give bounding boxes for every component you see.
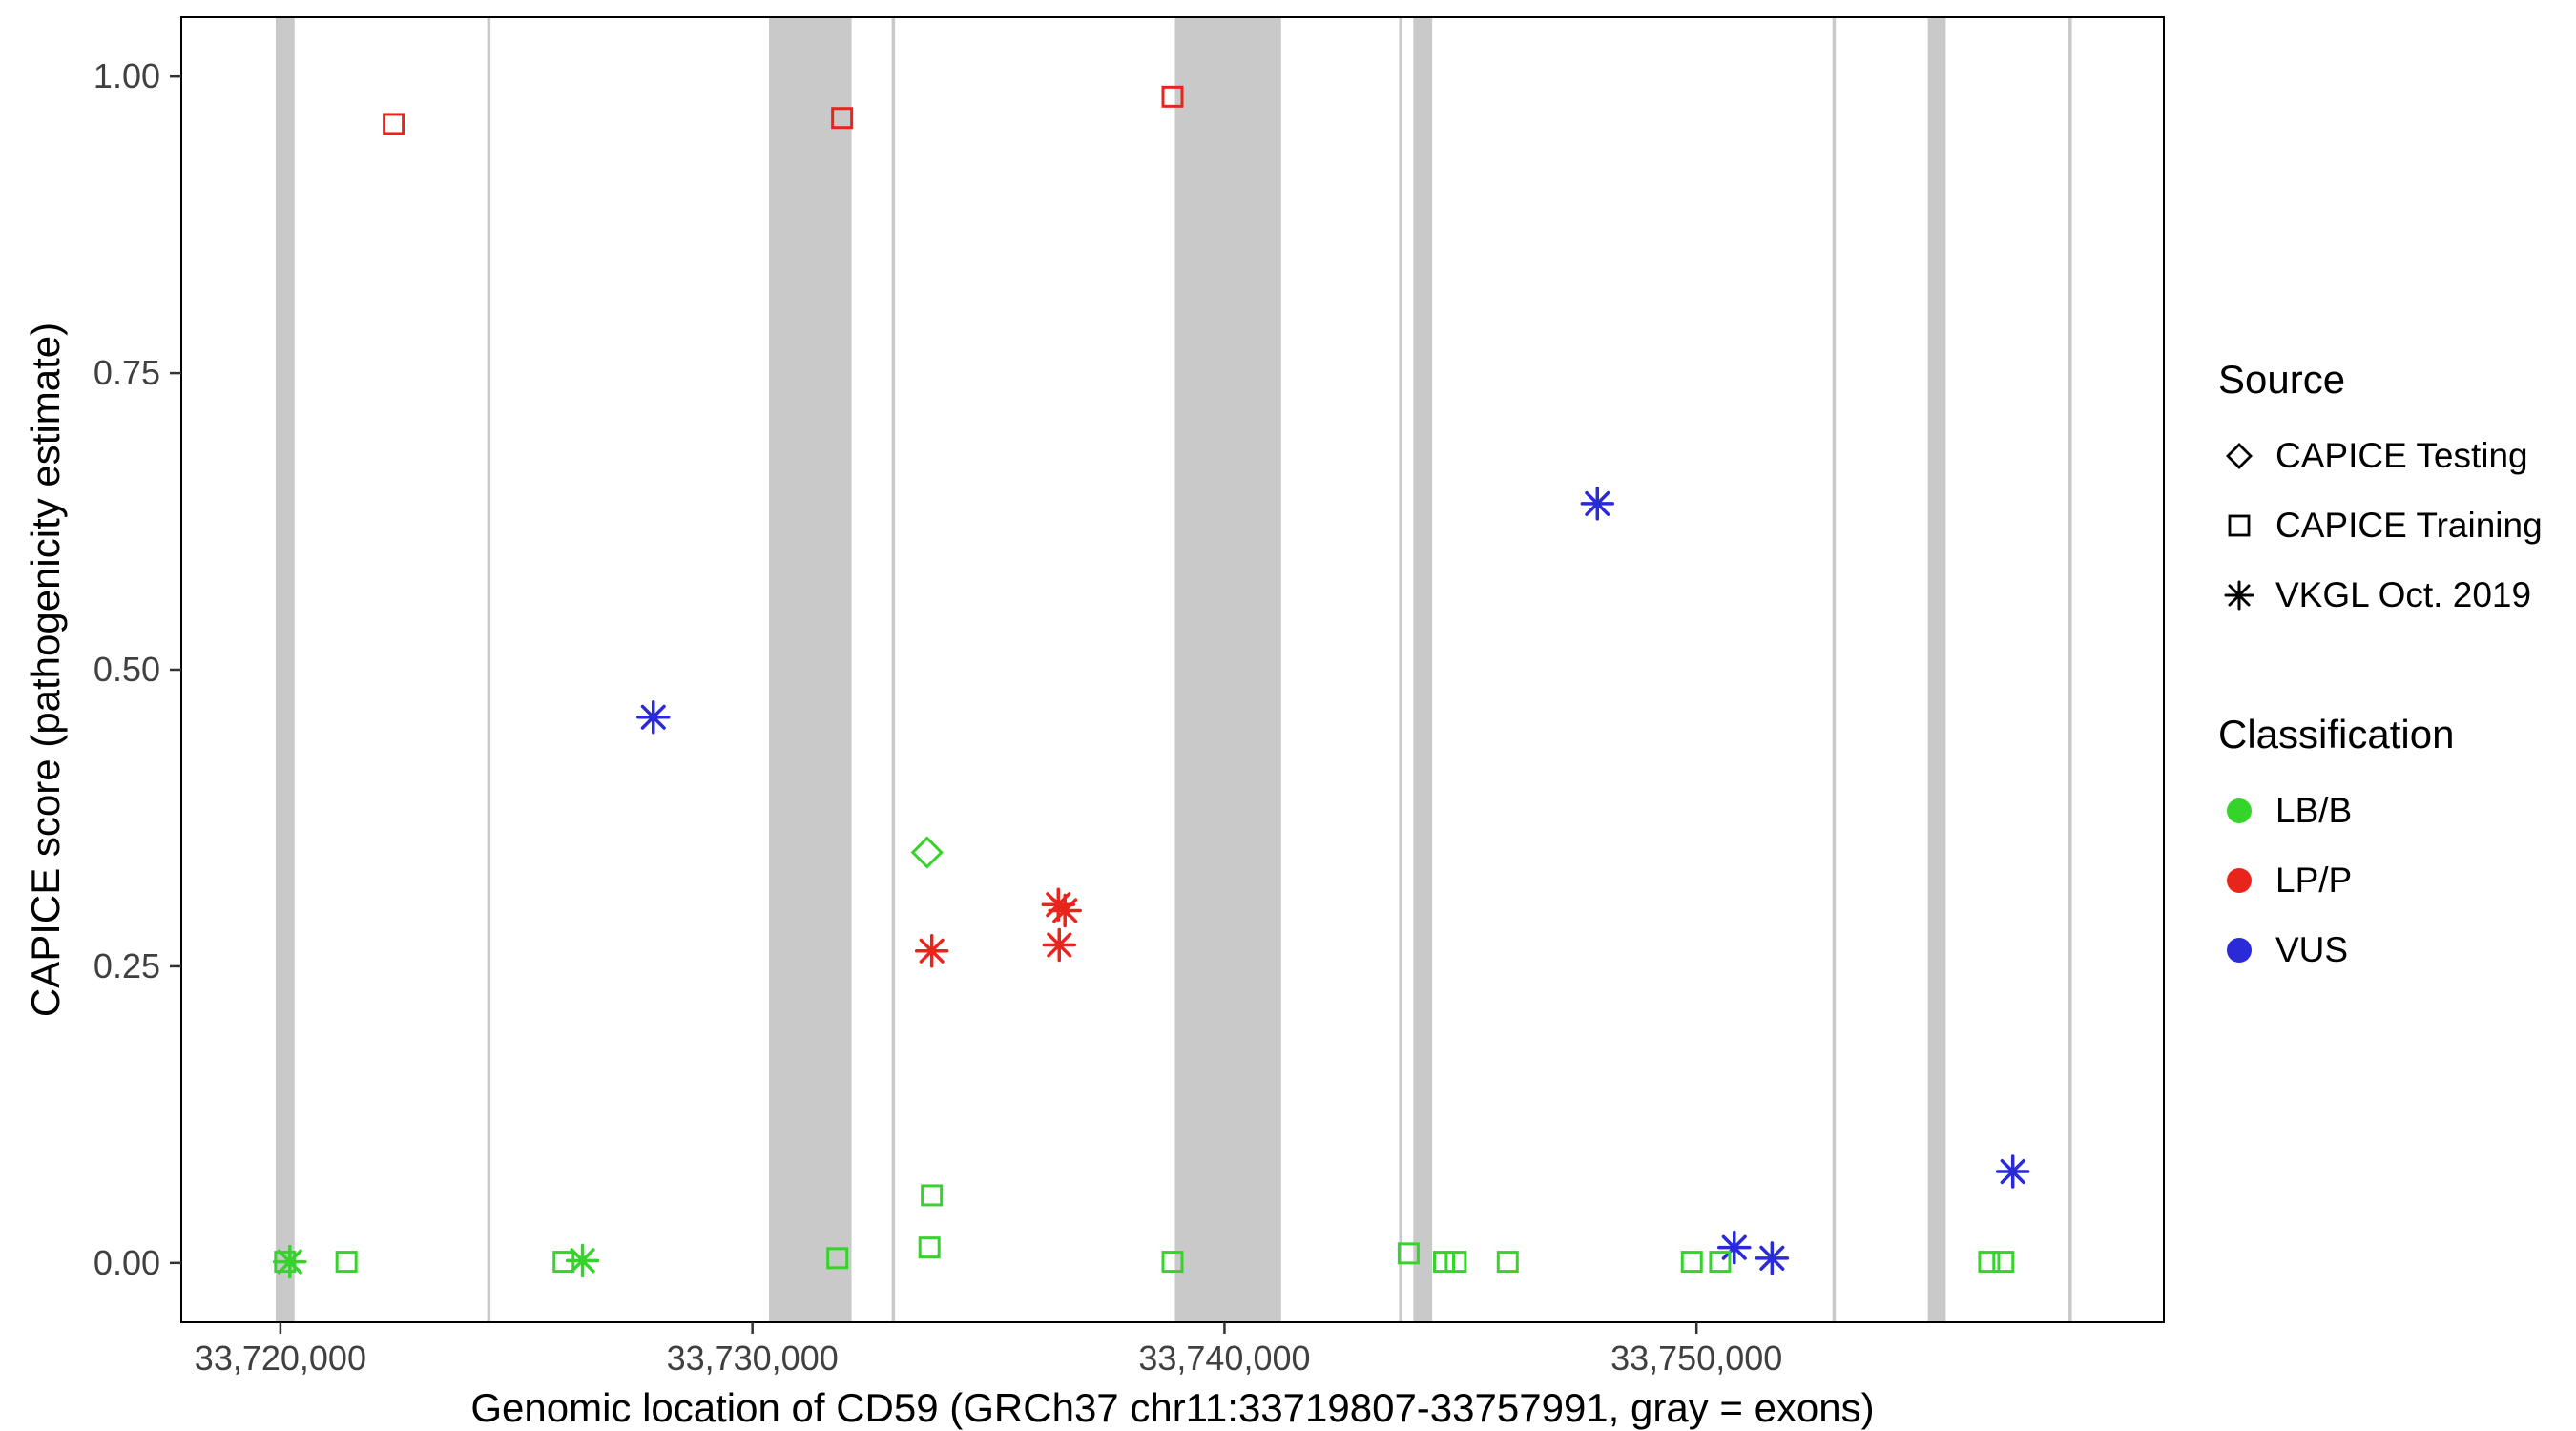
blue-dot-icon	[2227, 938, 2252, 963]
legend: Source CAPICE Testing CAPICE Training	[2218, 355, 2543, 989]
data-point	[1048, 893, 1082, 928]
data-point	[1161, 1251, 1184, 1274]
legend-item-lbb: LB/B	[2218, 780, 2543, 841]
legend-label-lpp: LP/P	[2275, 861, 2353, 900]
data-point	[1717, 1230, 1752, 1265]
data-point	[383, 113, 405, 135]
diamond-icon	[2226, 443, 2253, 469]
data-point	[274, 1251, 297, 1274]
data-point	[910, 836, 944, 869]
legend-label-capice-testing: CAPICE Testing	[2275, 436, 2528, 475]
red-dot-icon	[2227, 868, 2252, 893]
exon-band	[1927, 17, 1946, 1322]
legend-classification-items: LB/B LP/P VUS	[2218, 780, 2543, 981]
square-icon	[2228, 514, 2251, 537]
exon-band	[768, 17, 852, 1322]
data-point	[1161, 85, 1184, 108]
exon-band	[1832, 17, 1837, 1322]
data-point	[636, 699, 671, 735]
legend-item-capice-training: CAPICE Training	[2218, 495, 2543, 556]
legend-source-items: CAPICE Testing CAPICE Training VKGL	[2218, 425, 2543, 626]
legend-label-lbb: LB/B	[2275, 791, 2353, 830]
data-point	[1755, 1241, 1790, 1275]
legend-classification-title: Classification	[2218, 712, 2455, 757]
data-point	[1444, 1251, 1467, 1274]
y-tick-label: 0.25	[93, 946, 160, 985]
exon-band	[275, 17, 295, 1322]
legend-label-vus: VUS	[2275, 930, 2349, 969]
data-point	[1580, 487, 1615, 521]
green-dot-icon	[2227, 798, 2252, 823]
y-tick-label: 0.00	[93, 1243, 160, 1282]
data-point	[1397, 1242, 1420, 1265]
y-tick-label: 0.50	[93, 650, 160, 689]
data-point	[335, 1251, 358, 1274]
exon-band	[891, 17, 896, 1322]
legend-item-lpp: LP/P	[2218, 850, 2543, 911]
data-point	[914, 933, 949, 968]
legend-label-vkgl: VKGL Oct. 2019	[2275, 575, 2532, 614]
x-axis-title: Genomic location of CD59 (GRCh37 chr11:3…	[470, 1385, 1875, 1430]
data-point	[1978, 1251, 2001, 1274]
y-tick-label: 0.75	[93, 353, 160, 392]
y-axis-title: CAPICE score (pathogenicity estimate)	[23, 321, 68, 1018]
exon-band	[487, 17, 491, 1322]
exon-band	[1174, 17, 1281, 1322]
data-point	[1995, 1154, 2030, 1189]
data-point	[1496, 1251, 1519, 1274]
exon-band	[1413, 17, 1433, 1322]
legend-item-vus: VUS	[2218, 920, 2543, 981]
data-point	[831, 107, 854, 130]
x-tick-label: 33,750,000	[1610, 1338, 1782, 1378]
legend-source-title: Source	[2218, 357, 2346, 402]
exon-band	[2068, 17, 2072, 1322]
data-point	[1709, 1251, 1732, 1274]
y-tick-label: 1.00	[93, 56, 160, 95]
exon-band	[1399, 17, 1402, 1322]
legend-item-capice-testing: CAPICE Testing	[2218, 425, 2543, 487]
data-point	[918, 1236, 941, 1259]
data-point	[1680, 1251, 1703, 1274]
legend-label-capice-training: CAPICE Training	[2275, 506, 2543, 545]
data-point	[921, 1184, 944, 1207]
asterisk-icon	[2224, 580, 2254, 611]
data-point	[552, 1251, 575, 1274]
x-tick-label: 33,730,000	[667, 1338, 839, 1378]
data-point	[1042, 927, 1077, 963]
data-point	[826, 1247, 849, 1270]
data-point	[1992, 1251, 2015, 1274]
data-point	[1432, 1251, 1455, 1274]
panel-border	[180, 16, 2165, 1323]
x-tick-label: 33,740,000	[1138, 1338, 1310, 1378]
legend-item-vkgl: VKGL Oct. 2019	[2218, 565, 2543, 626]
x-tick-label: 33,720,000	[195, 1338, 366, 1378]
